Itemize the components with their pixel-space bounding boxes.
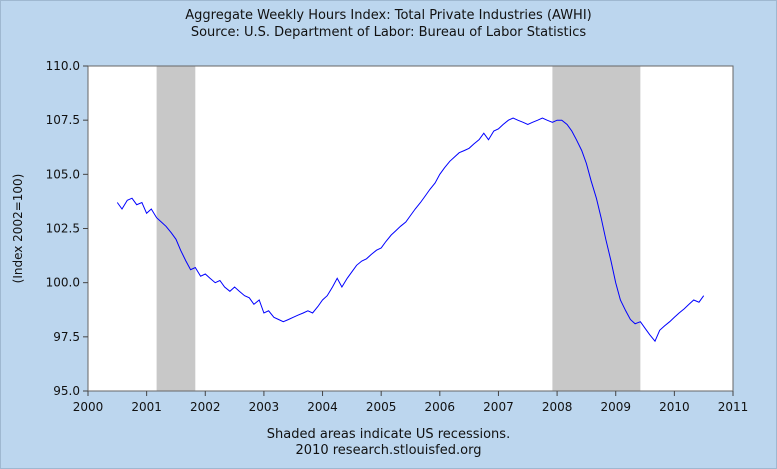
- chart-title: Aggregate Weekly Hours Index: Total Priv…: [185, 8, 592, 23]
- x-tick-label: 2005: [366, 400, 397, 414]
- recession-band-1: [156, 66, 196, 391]
- x-tick-label: 2007: [483, 400, 514, 414]
- y-tick-label: 105.0: [46, 167, 80, 181]
- recession-bands: [156, 66, 641, 391]
- x-tick-label: 2011: [718, 400, 749, 414]
- y-tick-label: 110.0: [46, 59, 80, 73]
- x-tick-label: 2001: [131, 400, 162, 414]
- axis-ticks: 2000 2001 2002 2003 2004 2005 2006 2007 2008 2009…: [46, 59, 749, 414]
- recession-note: Shaded areas indicate US recessions.: [266, 427, 511, 442]
- series-lines: [116, 117, 705, 343]
- y-tick-label: 102.5: [46, 222, 80, 236]
- y-tick-label: 107.5: [46, 113, 80, 127]
- x-tick-label: 2002: [190, 400, 221, 414]
- y-axis-label: (Index 2002=100): [11, 174, 25, 284]
- y-tick-label: 100.0: [46, 276, 80, 290]
- x-tick-label: 2008: [542, 400, 573, 414]
- x-tick-label: 2006: [425, 400, 456, 414]
- y-tick-label: 97.5: [53, 330, 80, 344]
- y-tick-label: 95.0: [53, 384, 80, 398]
- chart-subtitle: Source: U.S. Department of Labor: Bureau…: [190, 25, 587, 40]
- x-tick-label: 2003: [249, 400, 280, 414]
- recession-band-2: [552, 66, 641, 391]
- series-line-1: [116, 117, 705, 343]
- source-credit: 2010 research.stlouisfed.org: [295, 443, 482, 458]
- x-tick-label: 2004: [307, 400, 338, 414]
- x-tick-label: 2000: [73, 400, 104, 414]
- x-tick-label: 2009: [600, 400, 631, 414]
- x-tick-label: 2010: [659, 400, 690, 414]
